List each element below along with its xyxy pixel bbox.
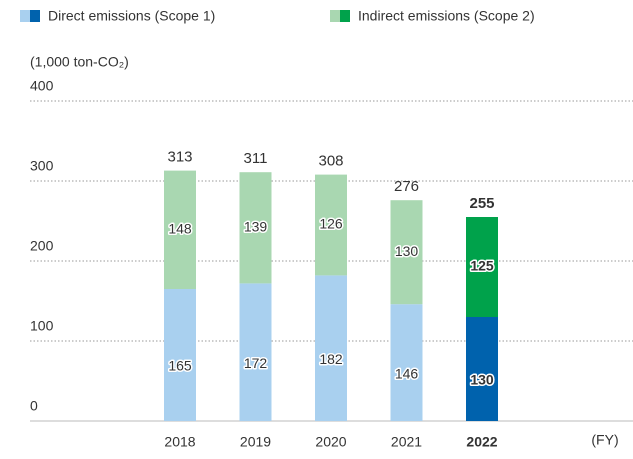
y-tick-label: 100 [30, 318, 54, 334]
y-tick-label: 200 [30, 238, 54, 254]
bar-segment [466, 217, 498, 317]
bar-segment [164, 170, 196, 289]
total-label: 311 [244, 150, 268, 167]
bar-segment [239, 172, 272, 284]
x-tick-label: 2020 [315, 434, 346, 450]
data-label: 182 [319, 351, 343, 367]
total-label: 308 [318, 153, 343, 170]
bar-segment [164, 289, 196, 421]
x-tick-label: 2019 [240, 434, 271, 450]
x-tick-label: 2018 [164, 434, 195, 450]
total-label: 313 [167, 149, 192, 166]
legend-label: Direct emissions (Scope 1) [48, 8, 215, 24]
bar-segment [390, 304, 423, 421]
data-label: 130 [395, 243, 419, 259]
legend-swatch [30, 10, 40, 22]
legend-swatch [330, 10, 340, 22]
bar-segment [315, 275, 347, 421]
x-axis-label: (FY) [591, 432, 618, 448]
data-label: 125 [470, 258, 494, 274]
y-tick-label: 0 [30, 398, 38, 414]
x-tick-label: 2022 [466, 434, 497, 450]
x-tick-label: 2021 [391, 434, 422, 450]
bar-segment [466, 317, 498, 421]
data-label: 130 [470, 372, 494, 388]
data-label: 148 [168, 221, 192, 237]
y-tick-label: 300 [30, 158, 54, 174]
legend-swatch [340, 10, 350, 22]
total-label: 276 [394, 178, 419, 195]
bar-segment [315, 174, 347, 276]
legend-label: Indirect emissions (Scope 2) [358, 8, 535, 24]
data-label: 126 [319, 216, 343, 232]
data-label: 146 [395, 365, 419, 381]
y-tick-label: 400 [30, 78, 54, 94]
data-label: 165 [168, 358, 192, 374]
data-label: 139 [244, 219, 268, 235]
bar-segment [390, 200, 423, 305]
total-label: 255 [469, 195, 494, 212]
data-label: 172 [244, 355, 268, 371]
unit-label: (1,000 ton-CO₂) [30, 54, 129, 70]
bar-segment [239, 283, 272, 421]
legend-swatch [20, 10, 30, 22]
